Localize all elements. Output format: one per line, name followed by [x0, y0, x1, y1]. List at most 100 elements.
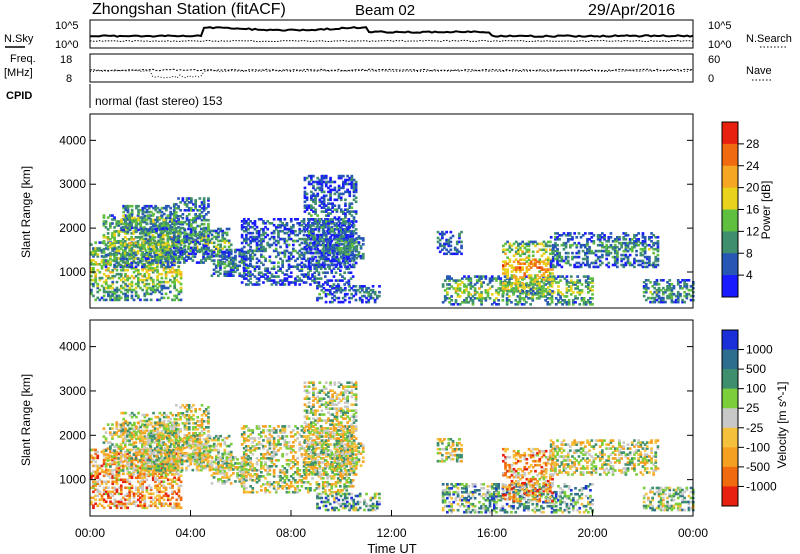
echo-cell	[122, 249, 125, 252]
echo-cell	[339, 265, 343, 269]
echo-cell	[194, 226, 197, 230]
echo-cell	[225, 274, 229, 277]
echo-cell	[305, 228, 309, 231]
echo-cell	[313, 281, 317, 284]
echo-cell	[202, 252, 206, 256]
echo-cell	[158, 249, 161, 253]
echo-cell	[141, 458, 144, 462]
echo-cell	[115, 247, 119, 250]
echo-cell	[104, 253, 108, 257]
echo-cell	[139, 249, 142, 252]
echo-cell	[130, 218, 134, 222]
echo-cell	[341, 231, 344, 235]
echo-cell	[333, 290, 336, 294]
echo-cell	[109, 263, 112, 267]
echo-cell	[514, 290, 518, 293]
echo-cell	[109, 243, 112, 246]
echo-cell	[527, 284, 531, 287]
echo-cell	[531, 254, 535, 258]
echo-cell	[132, 500, 136, 504]
echo-cell	[605, 257, 608, 261]
echo-cell	[171, 298, 174, 302]
echo-cell	[683, 285, 686, 288]
echo-cell	[521, 292, 524, 295]
echo-cell	[128, 222, 132, 226]
echo-cell	[296, 233, 299, 237]
echo-cell	[126, 268, 129, 272]
echo-cell	[164, 253, 168, 257]
echo-cell	[514, 250, 518, 254]
echo-cell	[160, 286, 164, 290]
echo-cell	[92, 484, 95, 488]
echo-cell	[161, 235, 165, 239]
echo-cell	[223, 250, 227, 254]
echo-cell	[232, 274, 235, 277]
echo-cell	[109, 226, 112, 229]
echo-cell	[328, 292, 332, 296]
echo-cell	[316, 241, 320, 245]
echo-cell	[554, 297, 558, 300]
echo-cell	[467, 295, 471, 298]
echo-cell	[98, 466, 102, 470]
echo-cell	[229, 274, 233, 277]
echo-cell	[141, 206, 145, 210]
echo-cell	[359, 245, 363, 248]
echo-cell	[324, 180, 328, 184]
echo-cell	[151, 284, 155, 288]
echo-cell	[183, 259, 186, 262]
echo-cell	[324, 218, 327, 221]
echo-cell	[90, 486, 93, 490]
echo-cell	[111, 218, 114, 221]
echo-cell	[94, 448, 97, 452]
echo-cell	[516, 301, 520, 304]
echo-cell	[132, 259, 136, 263]
echo-cell	[181, 238, 185, 242]
echo-cell	[190, 234, 193, 238]
echo-cell	[312, 200, 315, 204]
echo-cell	[347, 279, 351, 282]
echo-cell	[143, 476, 147, 480]
echo-cell	[504, 248, 507, 252]
echo-cell	[146, 261, 150, 264]
echo-cell	[310, 206, 313, 209]
echo-cell	[111, 274, 115, 278]
echo-cell	[456, 295, 460, 298]
echo-cell	[584, 245, 587, 249]
echo-cell	[670, 283, 674, 286]
echo-cell	[111, 234, 114, 237]
echo-cell	[331, 255, 334, 259]
echo-cell	[100, 504, 104, 508]
echo-cell	[141, 498, 144, 502]
echo-cell	[251, 239, 255, 243]
echo-cell	[137, 460, 140, 464]
echo-cell	[318, 249, 322, 253]
echo-cell	[128, 474, 132, 478]
echo-cell	[538, 276, 542, 279]
echo-cell	[490, 285, 494, 288]
echo-cell	[117, 232, 121, 235]
echo-cell	[190, 197, 193, 200]
echo-cell	[150, 259, 154, 262]
echo-cell	[128, 249, 131, 253]
echo-cell	[508, 283, 511, 286]
echo-cell	[128, 500, 132, 504]
echo-cell	[255, 261, 259, 265]
echo-cell	[517, 260, 520, 263]
echo-cell	[467, 275, 471, 278]
echo-cell	[645, 261, 649, 265]
echo-cell	[124, 502, 127, 506]
echo-cell	[247, 257, 250, 261]
echo-cell	[98, 502, 102, 506]
echo-cell	[130, 484, 134, 488]
echo-cell	[137, 480, 140, 484]
echo-cell	[141, 245, 144, 249]
echo-cell	[212, 272, 216, 275]
echo-cell	[137, 492, 140, 496]
echo-cell	[514, 276, 518, 279]
echo-cell	[616, 257, 619, 261]
echo-cell	[113, 265, 116, 269]
echo-cell	[221, 237, 225, 241]
echo-cell	[449, 230, 453, 234]
echo-cell	[162, 284, 166, 288]
echo-cell	[232, 256, 235, 260]
